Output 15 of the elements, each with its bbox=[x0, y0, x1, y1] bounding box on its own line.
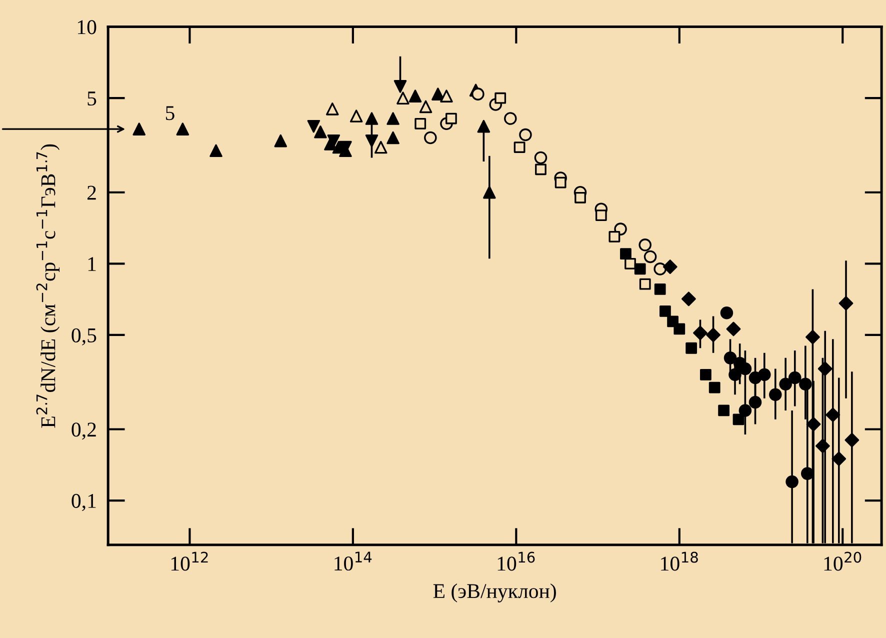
y-tick-label: 0,5 bbox=[72, 328, 96, 346]
text: E$^{2.7}$dN/dE (см$^{−2}$ср$^{−1}$с$^{−1}$ГэВ$^{1.7}$) bbox=[36, 144, 60, 428]
x-tick-label: 10$^{20}$ bbox=[824, 552, 862, 571]
y-tick-label: 0,2 bbox=[72, 422, 96, 440]
x-tick-label: 10$^{14}$ bbox=[334, 552, 372, 571]
y-tick-label: 10 bbox=[78, 20, 96, 34]
y-tick-label: 5 bbox=[88, 92, 96, 106]
x-tick-label: 10$^{18}$ bbox=[661, 552, 698, 571]
x-tick-label: 10$^{12}$ bbox=[171, 552, 208, 571]
y-tick-label: 0,1 bbox=[72, 494, 96, 511]
x-tick-label: 10$^{16}$ bbox=[498, 552, 535, 571]
y-tick-label: 2 bbox=[87, 186, 96, 200]
x-axis-title: E (эВ/нуклон) bbox=[433, 583, 556, 602]
annotation: 5 bbox=[166, 106, 174, 120]
y-tick-label: 1 bbox=[88, 257, 96, 271]
